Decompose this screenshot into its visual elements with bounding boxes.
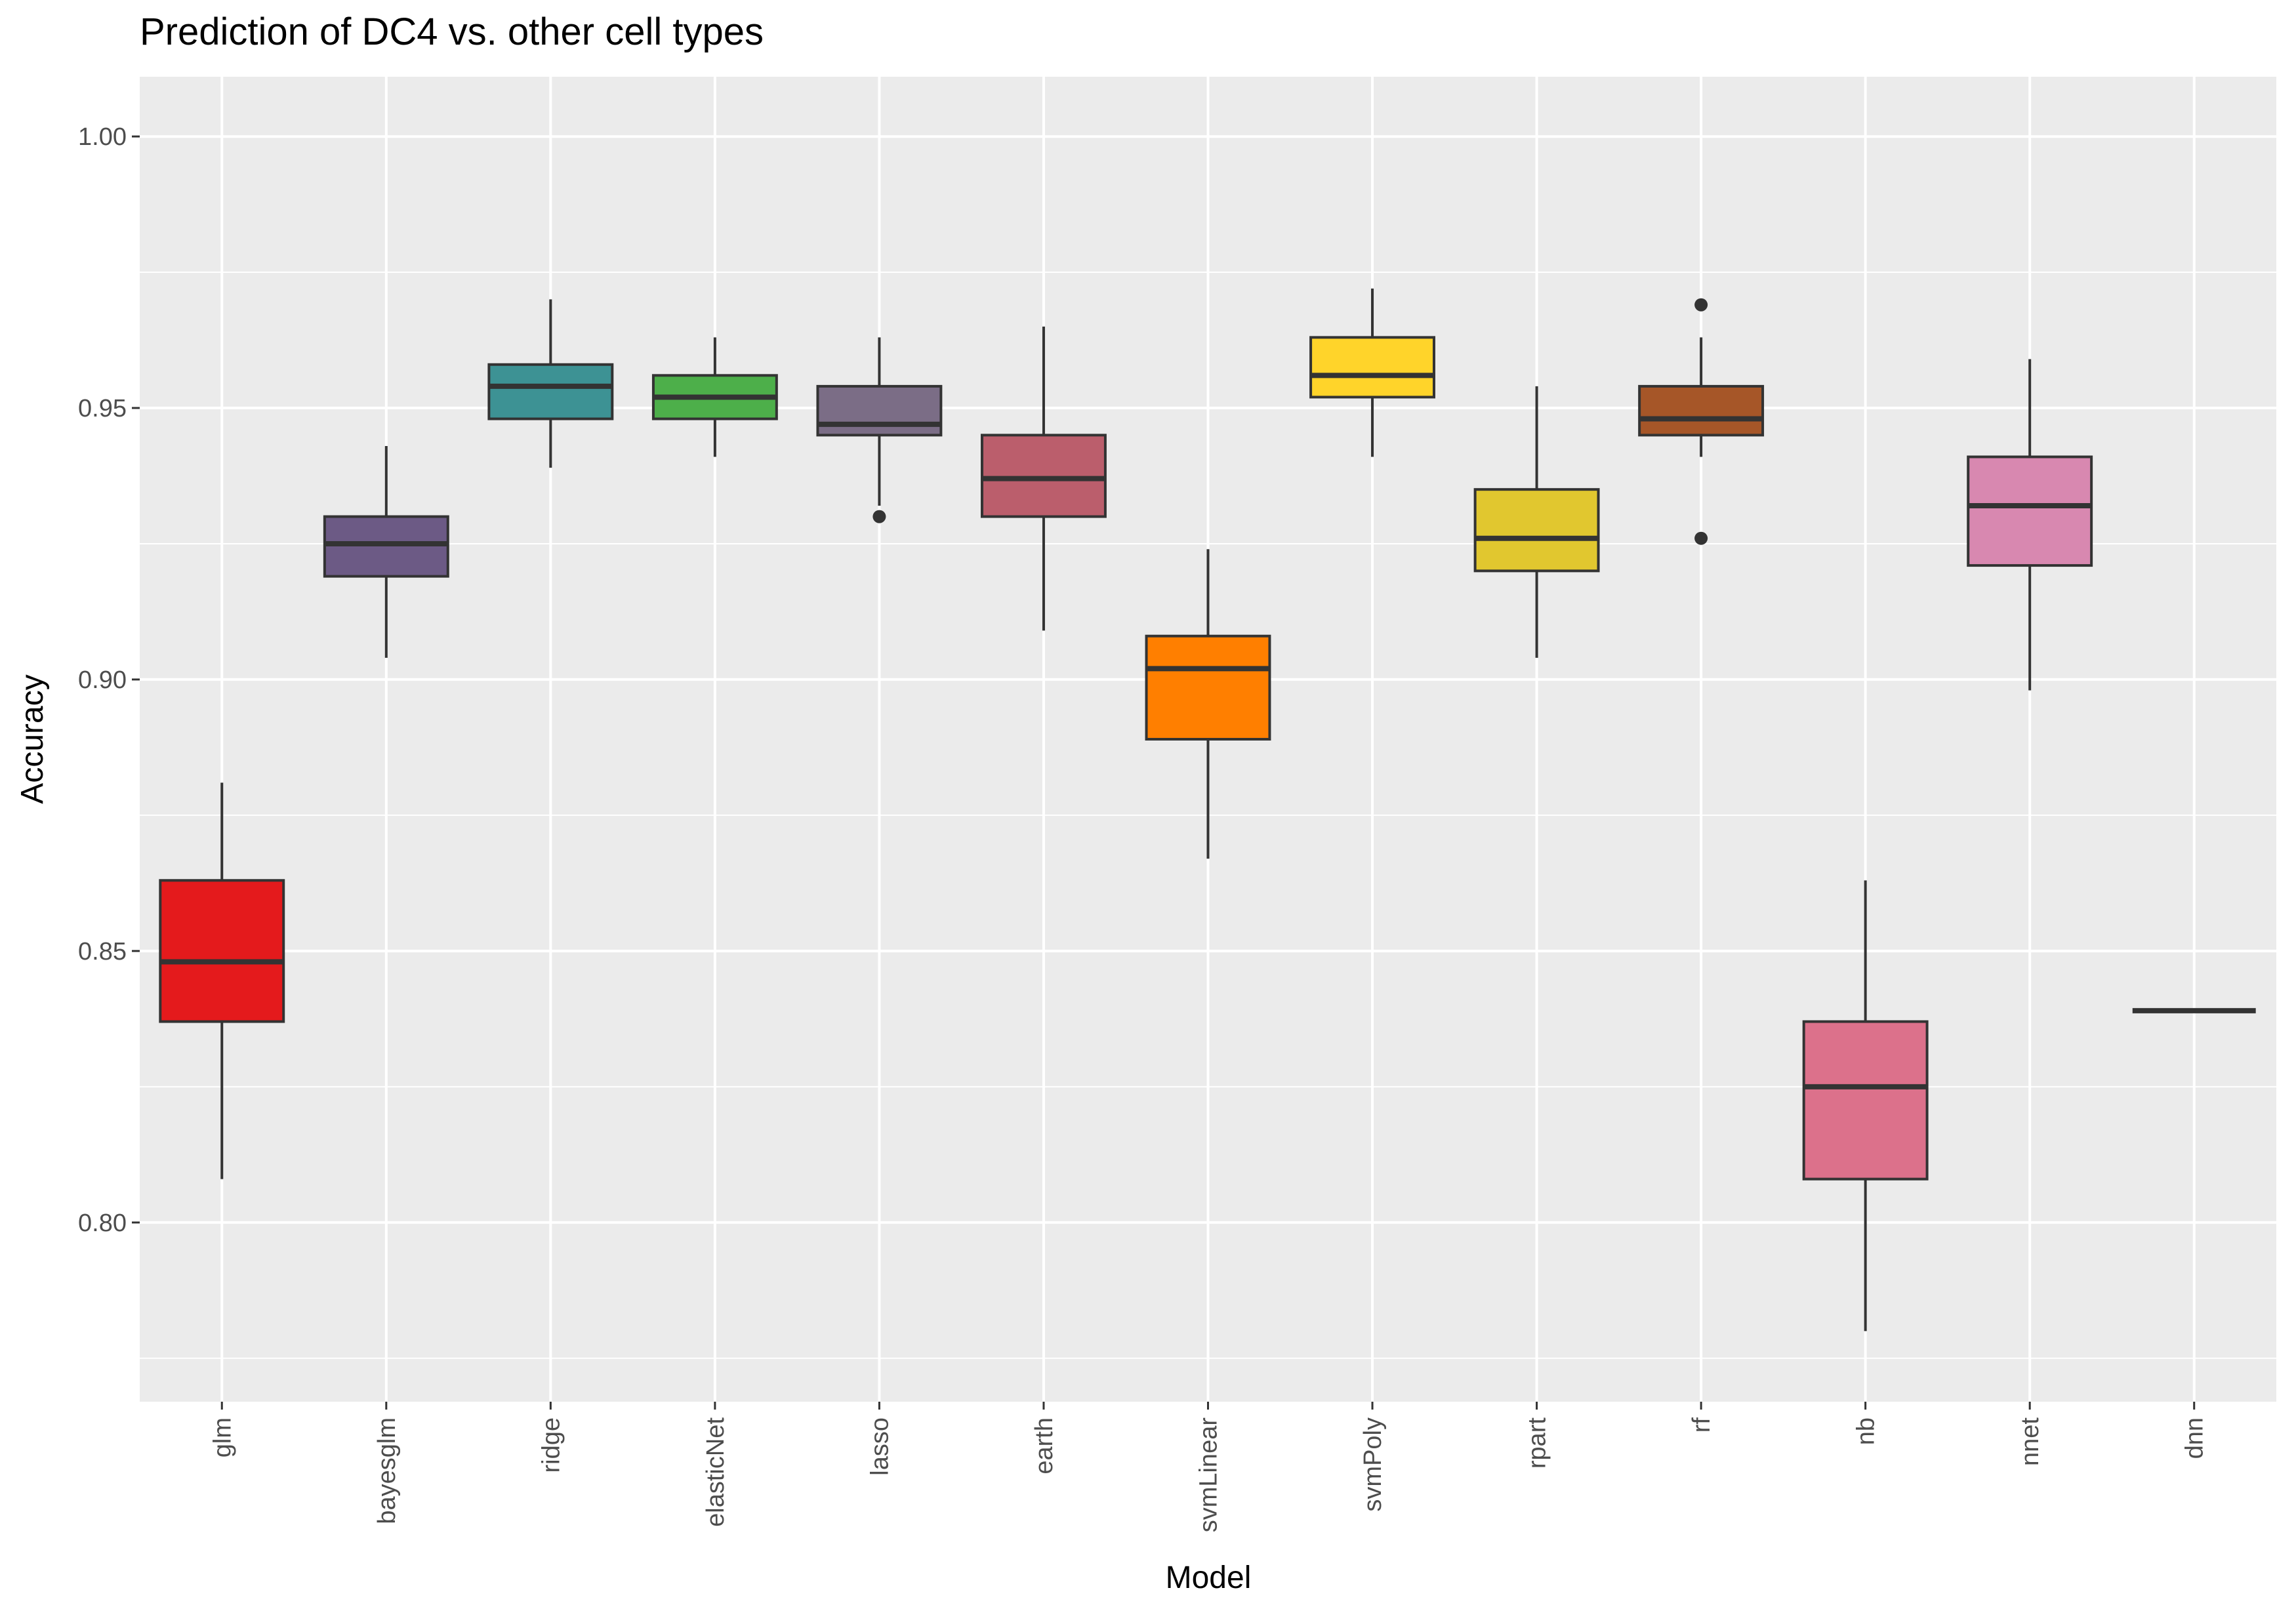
outlier-point bbox=[1694, 531, 1708, 545]
x-tick-label: lasso bbox=[866, 1417, 893, 1476]
box-body bbox=[1309, 336, 1435, 399]
box-earth bbox=[981, 326, 1107, 631]
box-series bbox=[159, 288, 2256, 1332]
y-tick-label: 0.90 bbox=[78, 666, 127, 694]
box-elasticNet bbox=[651, 337, 778, 457]
box-body bbox=[816, 384, 943, 437]
box-body bbox=[1145, 634, 1271, 741]
outlier-point bbox=[872, 510, 886, 523]
box-body bbox=[1802, 1020, 1929, 1181]
x-tick-label: glm bbox=[209, 1417, 236, 1457]
box-rf bbox=[1638, 298, 1765, 545]
x-tick-label: nnet bbox=[2017, 1417, 2044, 1466]
box-body bbox=[981, 434, 1107, 518]
y-tick-label: 0.80 bbox=[78, 1210, 127, 1237]
y-axis-title: Accuracy bbox=[15, 674, 50, 804]
box-svmLinear bbox=[1145, 549, 1271, 859]
box-body bbox=[1967, 455, 2093, 567]
y-tick-label: 0.85 bbox=[78, 938, 127, 966]
box-body bbox=[159, 879, 285, 1023]
box-rpart bbox=[1473, 386, 1600, 658]
box-body bbox=[1473, 488, 1600, 573]
y-tick-label: 1.00 bbox=[78, 123, 127, 151]
x-tick-label: dnn bbox=[2181, 1417, 2209, 1459]
chart-title: Prediction of DC4 vs. other cell types bbox=[140, 10, 764, 53]
x-tick-label: earth bbox=[1031, 1417, 1058, 1475]
box-body bbox=[323, 515, 449, 578]
box-body bbox=[487, 363, 614, 420]
box-nnet bbox=[1967, 359, 2093, 691]
x-tick-label: rpart bbox=[1524, 1417, 1551, 1469]
x-axis-title: Model bbox=[1166, 1560, 1252, 1595]
box-nb bbox=[1802, 880, 1929, 1332]
box-bayesglm bbox=[323, 445, 449, 658]
outlier-point bbox=[1694, 298, 1708, 312]
x-tick-label: ridge bbox=[537, 1417, 565, 1473]
box-body bbox=[1638, 384, 1765, 437]
x-tick-label: svmPoly bbox=[1359, 1417, 1387, 1512]
box-svmPoly bbox=[1309, 288, 1435, 457]
x-tick-label: bayesglm bbox=[373, 1417, 401, 1524]
y-tick-label: 0.95 bbox=[78, 395, 127, 422]
x-axis-ticks: glm bayesglm ridge elasticNet lasso earth svmL… bbox=[209, 1402, 2209, 1533]
x-tick-label: elasticNet bbox=[702, 1417, 729, 1527]
x-tick-label: nb bbox=[1853, 1417, 1880, 1445]
x-tick-label: rf bbox=[1688, 1417, 1715, 1433]
box-ridge bbox=[487, 299, 614, 468]
y-axis-ticks: 0.80 0.85 0.90 0.95 1.00 bbox=[78, 123, 140, 1237]
x-tick-label: svmLinear bbox=[1195, 1417, 1223, 1533]
box-glm bbox=[159, 783, 285, 1179]
box-lasso bbox=[816, 337, 943, 523]
